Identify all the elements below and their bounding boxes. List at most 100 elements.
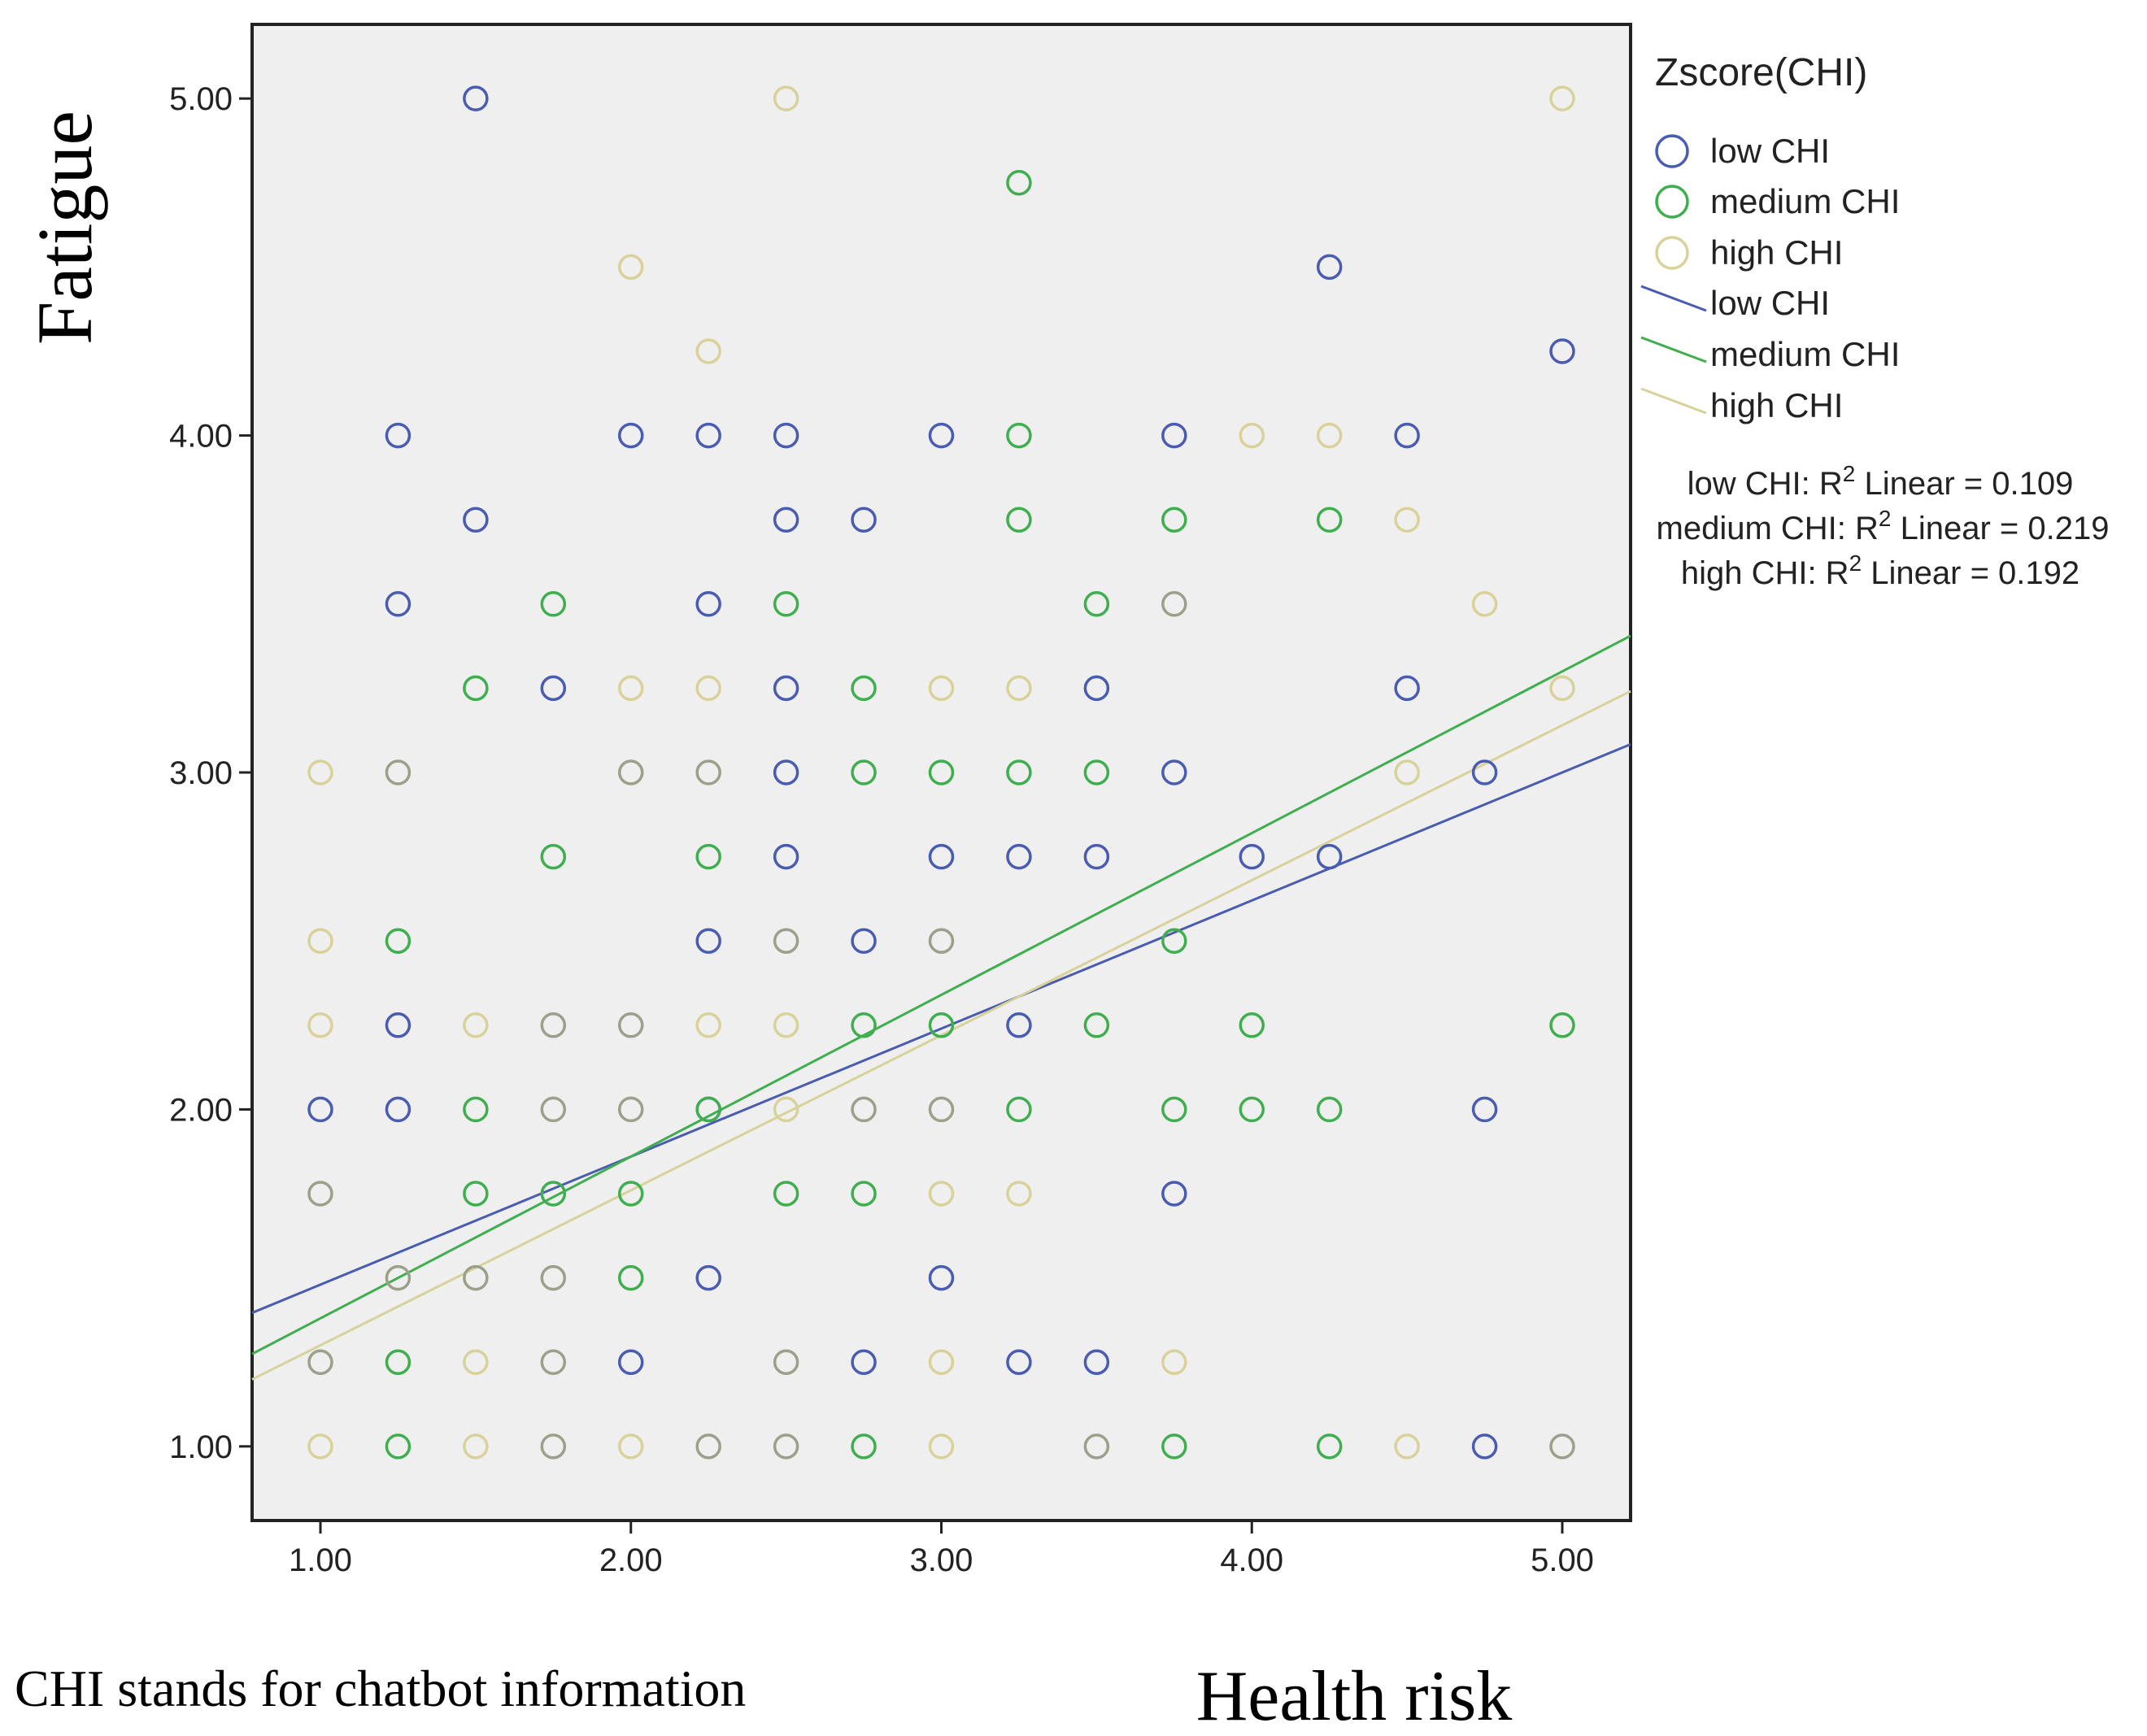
point-overlap xyxy=(307,1181,333,1207)
point-low-chi xyxy=(928,1264,955,1291)
point-low-chi xyxy=(1316,843,1343,870)
point-overlap xyxy=(773,928,799,954)
point-overlap xyxy=(540,1264,567,1291)
point-high-chi xyxy=(1161,1349,1187,1375)
point-low-chi xyxy=(1083,843,1110,870)
point-overlap xyxy=(385,759,412,785)
point-low-chi xyxy=(851,507,877,533)
point-high-chi xyxy=(1394,1434,1420,1460)
point-low-chi xyxy=(1239,843,1265,870)
point-overlap xyxy=(540,1349,567,1375)
point-overlap xyxy=(1549,1434,1575,1460)
point-medium-chi xyxy=(1316,1096,1343,1123)
point-low-chi xyxy=(617,1349,644,1375)
legend-marker-low xyxy=(1655,134,1689,168)
point-high-chi xyxy=(1549,85,1575,111)
r2-low-sup: 2 xyxy=(1843,461,1856,486)
x-tick-label: 1.00 xyxy=(289,1542,352,1578)
point-low-chi xyxy=(385,1096,412,1123)
point-high-chi xyxy=(773,1096,799,1123)
point-low-chi xyxy=(1006,1012,1032,1038)
legend-line-high xyxy=(1640,387,1707,415)
point-high-chi xyxy=(1239,422,1265,449)
point-overlap xyxy=(1161,591,1187,617)
point-low-chi xyxy=(773,843,799,870)
point-overlap xyxy=(695,759,721,785)
point-low-chi xyxy=(463,85,489,111)
point-high-chi xyxy=(928,1434,955,1460)
legend-marker-label-high: high CHI xyxy=(1710,233,1843,272)
point-medium-chi xyxy=(385,1349,412,1375)
point-overlap xyxy=(617,1096,644,1123)
point-low-chi xyxy=(1006,843,1032,870)
point-high-chi xyxy=(773,1012,799,1038)
legend-marker-medium xyxy=(1655,185,1689,219)
point-low-chi xyxy=(385,422,412,449)
point-medium-chi xyxy=(1316,507,1343,533)
legend-marker-label-medium: medium CHI xyxy=(1710,182,1900,220)
point-low-chi xyxy=(385,591,412,617)
plot-area xyxy=(250,23,1632,1522)
point-overlap xyxy=(695,1434,721,1460)
x-tick-label: 5.00 xyxy=(1531,1542,1594,1578)
point-low-chi xyxy=(1471,1096,1498,1123)
r2-high-sup: 2 xyxy=(1849,550,1862,576)
y-tick-label: 5.00 xyxy=(169,81,233,117)
point-medium-chi xyxy=(851,675,877,702)
point-low-chi xyxy=(695,422,721,449)
point-low-chi xyxy=(928,843,955,870)
point-low-chi xyxy=(1549,338,1575,364)
point-low-chi xyxy=(1083,1349,1110,1375)
point-overlap xyxy=(773,1349,799,1375)
point-high-chi xyxy=(1006,1181,1032,1207)
point-high-chi xyxy=(1471,591,1498,617)
point-overlap xyxy=(851,1096,877,1123)
point-high-chi xyxy=(307,1434,333,1460)
point-medium-chi xyxy=(1083,1012,1110,1038)
point-high-chi xyxy=(1394,759,1420,785)
point-low-chi xyxy=(773,422,799,449)
point-low-chi xyxy=(1316,254,1343,281)
x-tick-label: 2.00 xyxy=(599,1542,663,1578)
point-medium-chi xyxy=(463,1096,489,1123)
point-high-chi xyxy=(463,1012,489,1038)
point-low-chi xyxy=(851,1349,877,1375)
point-medium-chi xyxy=(1006,170,1032,196)
point-medium-chi xyxy=(851,759,877,785)
point-overlap xyxy=(463,1264,489,1291)
legend-marker-high xyxy=(1655,236,1689,270)
r2-medium: medium CHI: R2 Linear = 0.219 xyxy=(1657,506,2110,546)
point-overlap xyxy=(540,1434,567,1460)
point-high-chi xyxy=(695,338,721,364)
point-overlap xyxy=(617,1012,644,1038)
r2-medium-group: medium CHI: R xyxy=(1657,511,1879,546)
point-medium-chi xyxy=(463,675,489,702)
point-high-chi xyxy=(695,675,721,702)
point-low-chi xyxy=(617,422,644,449)
point-low-chi xyxy=(1161,759,1187,785)
point-medium-chi xyxy=(1161,928,1187,954)
legend: Zscore(CHI) low CHI medium CHI high CHI … xyxy=(1640,51,2110,591)
point-medium-chi xyxy=(617,1181,644,1207)
point-medium-chi xyxy=(851,1181,877,1207)
r2-low-group: low CHI: R xyxy=(1688,466,1843,502)
point-high-chi xyxy=(928,1181,955,1207)
point-low-chi xyxy=(307,1096,333,1123)
point-medium-chi xyxy=(928,759,955,785)
point-medium-chi xyxy=(1161,507,1187,533)
legend-title: Zscore(CHI) xyxy=(1655,51,1867,94)
point-low-chi xyxy=(928,422,955,449)
point-high-chi xyxy=(307,759,333,785)
point-low-chi xyxy=(695,591,721,617)
legend-line-label-high: high CHI xyxy=(1710,386,1843,424)
point-medium-chi xyxy=(1549,1012,1575,1038)
point-overlap xyxy=(540,1012,567,1038)
point-low-chi xyxy=(463,507,489,533)
point-medium-chi xyxy=(540,1181,567,1207)
point-overlap xyxy=(540,1096,567,1123)
point-low-chi xyxy=(1471,1434,1498,1460)
point-medium-chi xyxy=(1239,1012,1265,1038)
legend-marker-label-low: low CHI xyxy=(1710,132,1830,170)
point-medium-chi xyxy=(928,1012,955,1038)
